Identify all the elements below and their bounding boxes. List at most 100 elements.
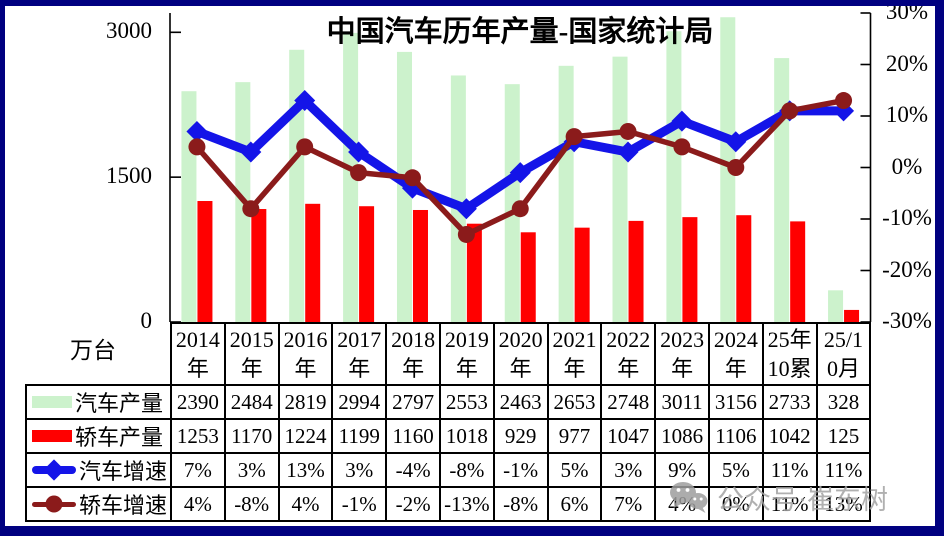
category-label: 2018 年: [385, 322, 441, 386]
auto-growth-value-cell: 3%: [331, 452, 388, 488]
auto-growth-value-cell: 11%: [761, 452, 818, 488]
auto-growth-marker: [725, 131, 747, 153]
category-label: 2016 年: [277, 322, 334, 386]
right-tick-label: 10%: [885, 102, 929, 127]
auto-production-value-cell: 3011: [654, 384, 710, 420]
category-label: 2019 年: [438, 322, 495, 386]
sedan-growth-value-cell: -13%: [438, 486, 495, 522]
watermark: 公众号·崔东树: [668, 478, 888, 517]
legend-cell: 汽车增速: [25, 452, 172, 488]
sedan-production-bar: [359, 206, 375, 322]
auto-production-value-cell: 2463: [492, 384, 549, 420]
sedan-production-bar: [412, 209, 428, 322]
auto-growth-marker: [240, 141, 262, 163]
auto-growth-row: 汽车增速 7% 3% 13% 3% -4% -8% -1% 5% 3% 9% 5% 11% 11%: [25, 452, 872, 488]
category-label: 2024 年: [707, 322, 764, 386]
left-tick-label: 0: [140, 308, 153, 333]
auto-production-bar: [450, 75, 466, 322]
left-axis-unit-label: 万台: [70, 338, 116, 363]
auto-growth-marker: [348, 141, 370, 163]
sedan-production-value-cell: 929: [492, 418, 549, 454]
right-tick-label: -10%: [882, 205, 932, 230]
watermark-text: 公众号·崔东树: [717, 485, 888, 515]
chart-title: 中国汽车历年产量-国家统计局: [326, 16, 714, 48]
auto-growth-value-cell: 5%: [546, 452, 603, 488]
auto-production-bar: [558, 65, 574, 322]
sedan-growth-marker: [296, 138, 314, 156]
sedan-production-row: 轿车产量 1253 1170 1224 1199 1160 1018 929 977 1047 10…: [25, 418, 872, 454]
auto-production-value-cell: 2733: [761, 384, 818, 420]
auto-growth-marker: [294, 90, 316, 112]
sedan-growth-marker: [835, 92, 853, 110]
auto-production-bar: [289, 49, 305, 322]
left-tick-label: 3000: [106, 18, 152, 44]
right-tick-label: -30%: [882, 308, 932, 333]
sedan-production-value-cell: 1047: [600, 418, 657, 454]
sedan-production-bar: [466, 223, 482, 322]
sedan-growth-value-cell: -8%: [223, 486, 280, 522]
sedan-growth-row: 轿车增速 4% -8% 4% -1% -2% -13% -8% 6% 7% 4% 0% 11% 13%: [25, 486, 872, 522]
sedan-growth-marker: [511, 200, 529, 218]
sedan-production-bar: [682, 217, 698, 322]
sedan-production-value-cell: 1253: [170, 418, 226, 454]
category-label: 2017 年: [331, 322, 388, 386]
auto-production-bar: [343, 32, 359, 322]
sedan-growth-value-cell: 11%: [761, 486, 818, 522]
auto-production-value-cell: 2553: [438, 384, 495, 420]
category-label: 2020 年: [492, 322, 549, 386]
sedan-production-bar: [520, 232, 536, 322]
sedan-growth-marker: [188, 138, 206, 156]
combo-chart-plot: [169, 12, 872, 323]
sedan-growth-value-cell: 13%: [815, 486, 872, 522]
auto-production-value-cell: 2748: [600, 384, 657, 420]
category-label: 2014 年: [170, 322, 226, 386]
sedan-growth-value-cell: 6%: [546, 486, 603, 522]
sedan-growth-value-cell: -1%: [331, 486, 388, 522]
legend-label: 轿车增速: [79, 493, 168, 518]
sedan-growth-marker: [781, 102, 799, 120]
sedan-growth-value-cell: 0%: [707, 486, 764, 522]
auto-growth-marker: [455, 198, 477, 220]
right-tick-label: 0%: [891, 153, 923, 179]
sedan-production-bar: [251, 209, 267, 322]
auto-production-value-cell: 3156: [707, 384, 764, 420]
auto-growth-marker: [671, 110, 693, 132]
sedan-production-bar: [628, 220, 644, 322]
auto-growth-value-cell: 3%: [600, 452, 657, 488]
sedan-production-value-cell: 1106: [707, 418, 764, 454]
sedan-growth-marker: [619, 122, 637, 140]
auto-production-value-cell: 328: [815, 384, 872, 420]
sedan-growth-marker: [457, 225, 475, 243]
category-label: 25/1 0月: [815, 322, 872, 386]
sedan-growth-value-cell: 4%: [277, 486, 334, 522]
auto-production-value-cell: 2390: [170, 384, 226, 420]
circle-marker-icon: [45, 495, 63, 513]
auto-growth-value-cell: -4%: [385, 452, 441, 488]
auto-production-value-cell: 2819: [277, 384, 334, 420]
legend-label: 汽车产量: [75, 391, 164, 416]
sedan-production-value-cell: 1170: [223, 418, 280, 454]
auto-growth-marker: [617, 141, 639, 163]
sedan-production-swatch-icon: [32, 430, 72, 442]
sedan-production-value-cell: 1042: [761, 418, 818, 454]
sedan-growth-swatch-icon: [32, 495, 76, 513]
sedan-growth-marker: [727, 159, 745, 176]
sedan-production-bar: [844, 309, 860, 322]
auto-growth-value-cell: 7%: [170, 452, 226, 488]
right-tick-label: 20%: [885, 50, 929, 76]
legend-label: 汽车增速: [79, 459, 168, 484]
legend-cell: 轿车增速: [25, 486, 172, 522]
auto-production-value-cell: 2653: [546, 384, 603, 420]
sedan-production-value-cell: 977: [546, 418, 603, 454]
sedan-growth-marker: [242, 200, 260, 218]
category-label: 2021 年: [546, 322, 603, 386]
auto-growth-value-cell: 5%: [707, 452, 764, 488]
sedan-production-bar: [305, 203, 321, 322]
sedan-production-value-cell: 1086: [654, 418, 710, 454]
auto-production-value-cell: 2797: [385, 384, 441, 420]
category-label: 25年 10累: [761, 322, 818, 386]
sedan-production-value-cell: 1018: [438, 418, 495, 454]
sedan-production-bar: [790, 221, 806, 322]
sedan-growth-marker: [565, 128, 583, 146]
sedan-production-bar: [574, 227, 590, 322]
